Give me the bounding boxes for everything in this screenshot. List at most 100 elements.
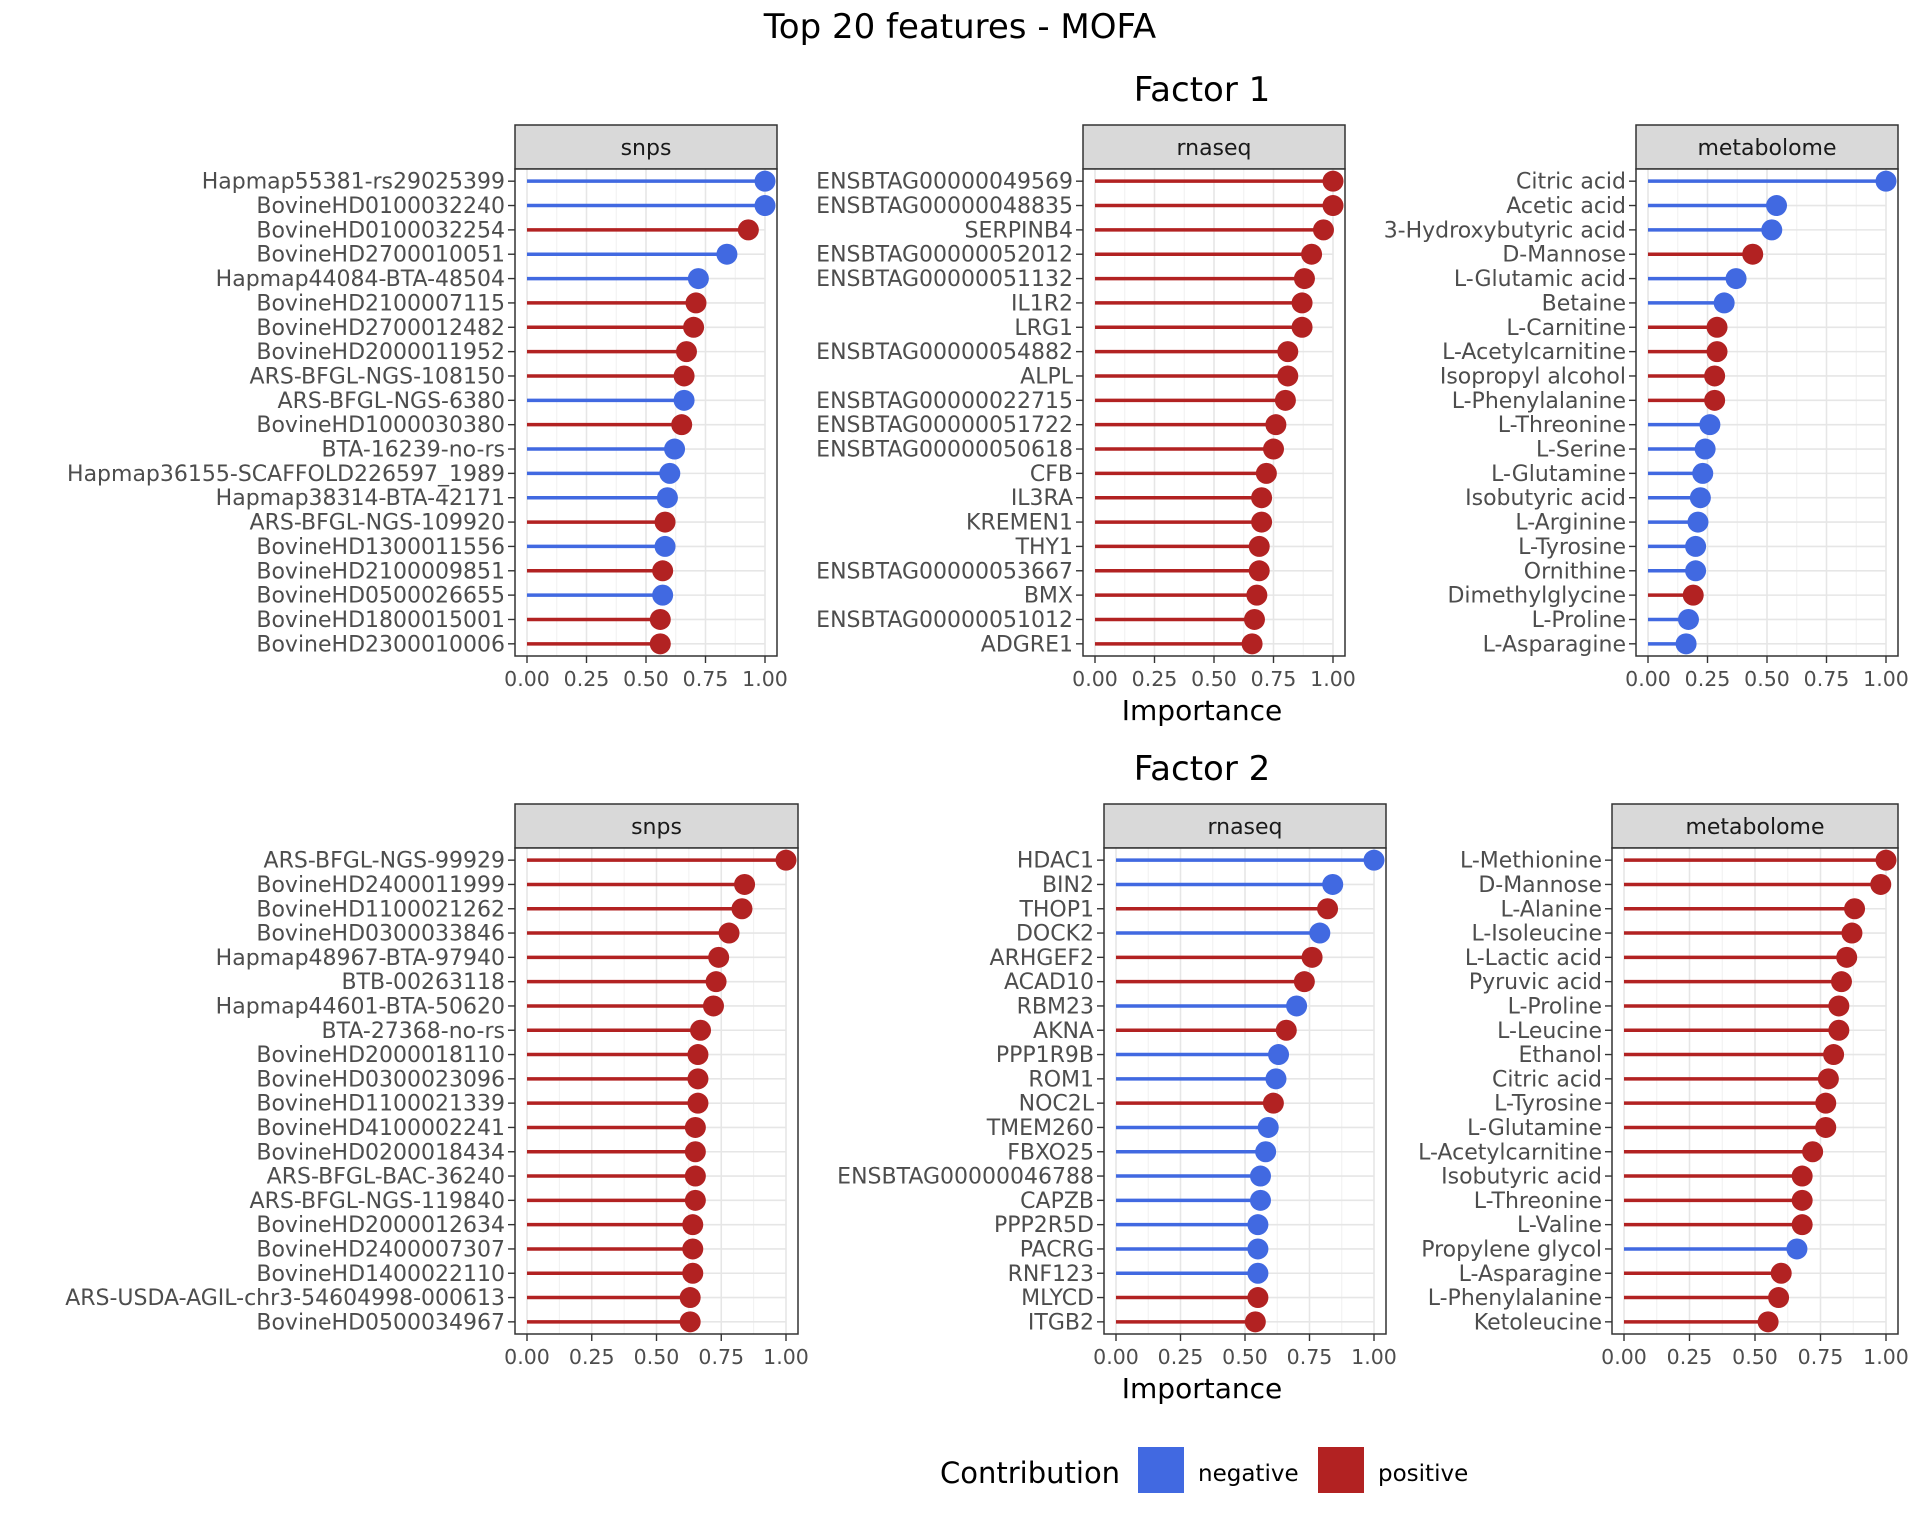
lollipop-point (1823, 1044, 1845, 1066)
feature-label: ENSBTAG00000048835 (816, 194, 1073, 219)
feature-label: CFB (1030, 462, 1073, 487)
feature-label: ENSBTAG00000053667 (816, 559, 1073, 584)
lollipop-point (1761, 219, 1783, 241)
lollipop-point (1293, 971, 1315, 993)
x-tick-label: 0.00 (1093, 1345, 1139, 1369)
lollipop-point (1274, 389, 1296, 411)
x-tick-label: 0.75 (683, 667, 729, 691)
feature-label: IL1R2 (1011, 291, 1073, 316)
lollipop-point (1322, 873, 1344, 895)
feature-label: FBXO25 (1007, 1140, 1094, 1165)
feature-label: L-Serine (1536, 438, 1626, 463)
feature-label: BovineHD2700010051 (256, 243, 505, 268)
lollipop-point (1301, 946, 1323, 968)
panel-border (1103, 847, 1387, 1335)
lollipop-point (1248, 535, 1270, 557)
feature-label: L-Glutamic acid (1454, 267, 1626, 292)
legend-swatch-positive (1318, 1447, 1364, 1493)
x-tick-label: 1.00 (742, 667, 788, 691)
feature-label: PACRG (1020, 1237, 1094, 1262)
lollipop-point (1249, 1189, 1271, 1211)
feature-label: Hapmap38314-BTA-42171 (216, 486, 505, 511)
feature-label: BovineHD2100007115 (256, 291, 505, 316)
lollipop-point (1247, 1287, 1269, 1309)
feature-label: Pyruvic acid (1469, 970, 1602, 995)
feature-label: Hapmap44084-BTA-48504 (216, 267, 505, 292)
lollipop-point (1247, 1214, 1269, 1236)
lollipop-point (1247, 1238, 1269, 1260)
panel-metabolome-factor2: metabolome 0.00 0.25 0.50 0.75 1.00 L-Methioni… (1418, 803, 1909, 1369)
legend-title: Contribution (940, 1456, 1120, 1490)
feature-label: ARS-BFGL-NGS-119840 (250, 1189, 505, 1214)
lollipop-point (1828, 1019, 1850, 1041)
x-tick-label: 0.75 (698, 1345, 744, 1369)
feature-label: L-Tyrosine (1494, 1092, 1602, 1117)
lollipop-point (1791, 1165, 1813, 1187)
feature-label: Betaine (1542, 291, 1626, 316)
feature-label: Propylene glycol (1421, 1237, 1602, 1262)
figure-title: Top 20 features - MOFA (763, 7, 1156, 47)
feature-label: BTB-00263118 (341, 970, 505, 995)
x-tick-label: 0.50 (1191, 667, 1237, 691)
x-tick-label: 0.25 (569, 1345, 615, 1369)
lollipop-point (1257, 1116, 1279, 1138)
lollipop-point (1830, 971, 1852, 993)
panel-rnaseq-factor1: rnaseq 0.00 0.25 0.50 0.75 1.00 ENSBTAG0000004… (816, 124, 1356, 691)
feature-label: BovineHD1000030380 (256, 413, 505, 438)
feature-label: ITGB2 (1028, 1310, 1094, 1335)
feature-label: ENSBTAG00000051722 (816, 413, 1073, 438)
feature-label: L-Phenylalanine (1428, 1286, 1602, 1311)
lollipop-point (1682, 584, 1704, 606)
lollipop-point (708, 946, 730, 968)
feature-label: ENSBTAG00000051012 (816, 608, 1073, 633)
lollipop-point (1694, 438, 1716, 460)
feature-label: L-Acetylcarnitine (1442, 340, 1626, 365)
lollipop-point (734, 873, 756, 895)
x-tick-label: 0.50 (634, 1345, 680, 1369)
lollipop-point (673, 389, 695, 411)
feature-label: L-Glutamine (1491, 462, 1626, 487)
feature-label: ARS-BFGL-NGS-6380 (278, 389, 505, 414)
feature-label: BovineHD1100021262 (256, 897, 505, 922)
x-tick-label: 1.00 (1863, 667, 1909, 691)
feature-label: BovineHD1300011556 (256, 535, 505, 560)
feature-label: Hapmap44601-BTA-50620 (216, 994, 505, 1019)
feature-label: 3-Hydroxybutyric acid (1384, 218, 1626, 243)
feature-label: L-Glutamine (1467, 1116, 1602, 1141)
lollipop-point (1322, 195, 1344, 217)
feature-label: DOCK2 (1016, 922, 1094, 947)
panel-strip-label: rnaseq (1207, 815, 1282, 840)
x-tick-label: 0.50 (1222, 1345, 1268, 1369)
feature-label: SERPINB4 (965, 218, 1073, 243)
feature-label: RBM23 (1017, 994, 1094, 1019)
panel-snps-factor1: snps 0.00 0.25 0.50 0.75 1.00 Hapmap55381-rs29… (67, 124, 788, 691)
feature-label: AKNA (1033, 1019, 1094, 1044)
x-tick-label: 0.75 (1287, 1345, 1333, 1369)
factor-1-title: Factor 1 (1134, 70, 1271, 110)
lollipop-point (683, 316, 705, 338)
lollipop-point (1275, 1019, 1297, 1041)
lollipop-point (1262, 1092, 1284, 1114)
panel-strip (514, 124, 778, 170)
feature-label: Ketoleucine (1474, 1310, 1602, 1335)
factor-1-xaxis-label: Importance (1122, 694, 1282, 727)
feature-label: ACAD10 (1004, 970, 1094, 995)
lollipop-point (731, 898, 753, 920)
lollipop-point (1265, 414, 1287, 436)
lollipop-point (652, 560, 674, 582)
lollipop-point (1255, 462, 1277, 484)
lollipop-point (1757, 1311, 1779, 1333)
feature-label: ARS-BFGL-NGS-99929 (264, 849, 505, 874)
lollipop-point (1247, 1262, 1269, 1284)
lollipop-point (1815, 1116, 1837, 1138)
lollipop-point (1802, 1141, 1824, 1163)
panel-strip-label: snps (621, 136, 672, 161)
lollipop-point (1263, 438, 1284, 460)
lollipop-point (754, 170, 776, 192)
lollipop-point (1301, 243, 1323, 265)
x-tick-label: 0.00 (1601, 1345, 1647, 1369)
feature-label: ENSBTAG00000049569 (816, 170, 1073, 195)
lollipop-point (1249, 1165, 1271, 1187)
feature-label: BovineHD0500026655 (256, 584, 505, 609)
panel-border (1611, 847, 1899, 1335)
